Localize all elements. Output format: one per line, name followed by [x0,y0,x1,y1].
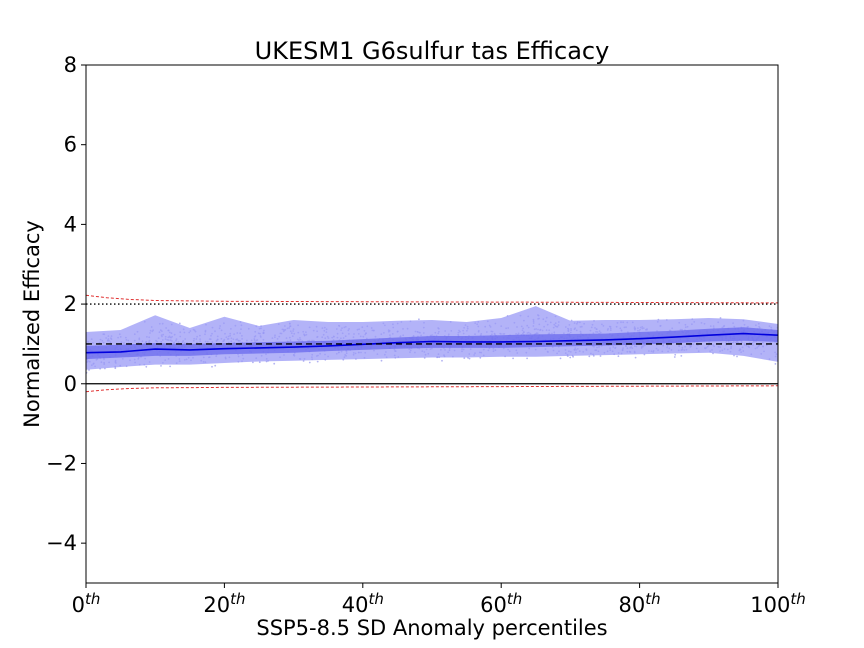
y-tick-label: 4 [64,212,77,236]
y-tick-label: 0 [64,372,77,396]
scatter-point [512,357,514,360]
scatter-point [316,360,319,363]
scatter-point [680,355,683,357]
y-tick-label: 6 [64,133,77,157]
scatter-point [599,355,602,357]
y-axis-label: Normalized Efficacy [20,220,44,428]
x-tick-label: 60th [480,590,522,617]
scatter-point [145,365,148,368]
scatter-point [214,364,217,367]
scatter-point [302,360,305,362]
scatter-point [569,356,572,359]
scatter-point [308,361,311,364]
scatter-point [273,362,276,365]
scatter-point [441,359,443,362]
scatter-point [774,363,777,365]
envelope-upper-line [85,294,779,304]
median-line [85,332,779,354]
scatter-point [674,353,677,356]
scatter-point [258,361,261,364]
scatter-point [634,356,637,359]
plot-frame [85,64,779,584]
scatter-point [463,357,466,359]
scatter-point [211,365,213,368]
scatter-point [592,355,595,357]
y-tick-label: −2 [46,451,77,475]
x-tick-label: 100th [750,590,805,617]
scatter-point [588,355,591,358]
y-tick-label: 2 [64,292,77,316]
scatter-point [169,365,172,368]
y-tick-label: −4 [46,531,77,555]
scatter-point [418,318,420,321]
scatter-point [160,365,162,367]
scatter-point [559,357,562,360]
scatter-point [468,357,471,360]
x-tick-label: 20th [203,590,245,617]
scatter-point [617,355,620,358]
scatter-point [673,356,676,358]
envelope-lower-line [85,385,779,393]
y-tick-label: 8 [64,53,77,77]
scatter-point [380,359,383,362]
scatter-point [178,322,181,325]
x-tick-label: 40th [342,590,384,617]
scatter-point [479,356,482,359]
scatter-point [252,361,254,364]
x-axis-label: SSP5-8.5 SD Anomaly percentiles [256,616,607,640]
x-tick-label: 80th [619,590,661,617]
plot-area [85,294,779,393]
scatter-point [114,367,117,370]
scatter-point [736,355,738,358]
chart-title: UKESM1 G6sulfur tas Efficacy [255,37,610,65]
scatter-point [526,357,528,360]
inner-band [86,327,778,360]
x-tick-label: 0th [72,590,101,617]
